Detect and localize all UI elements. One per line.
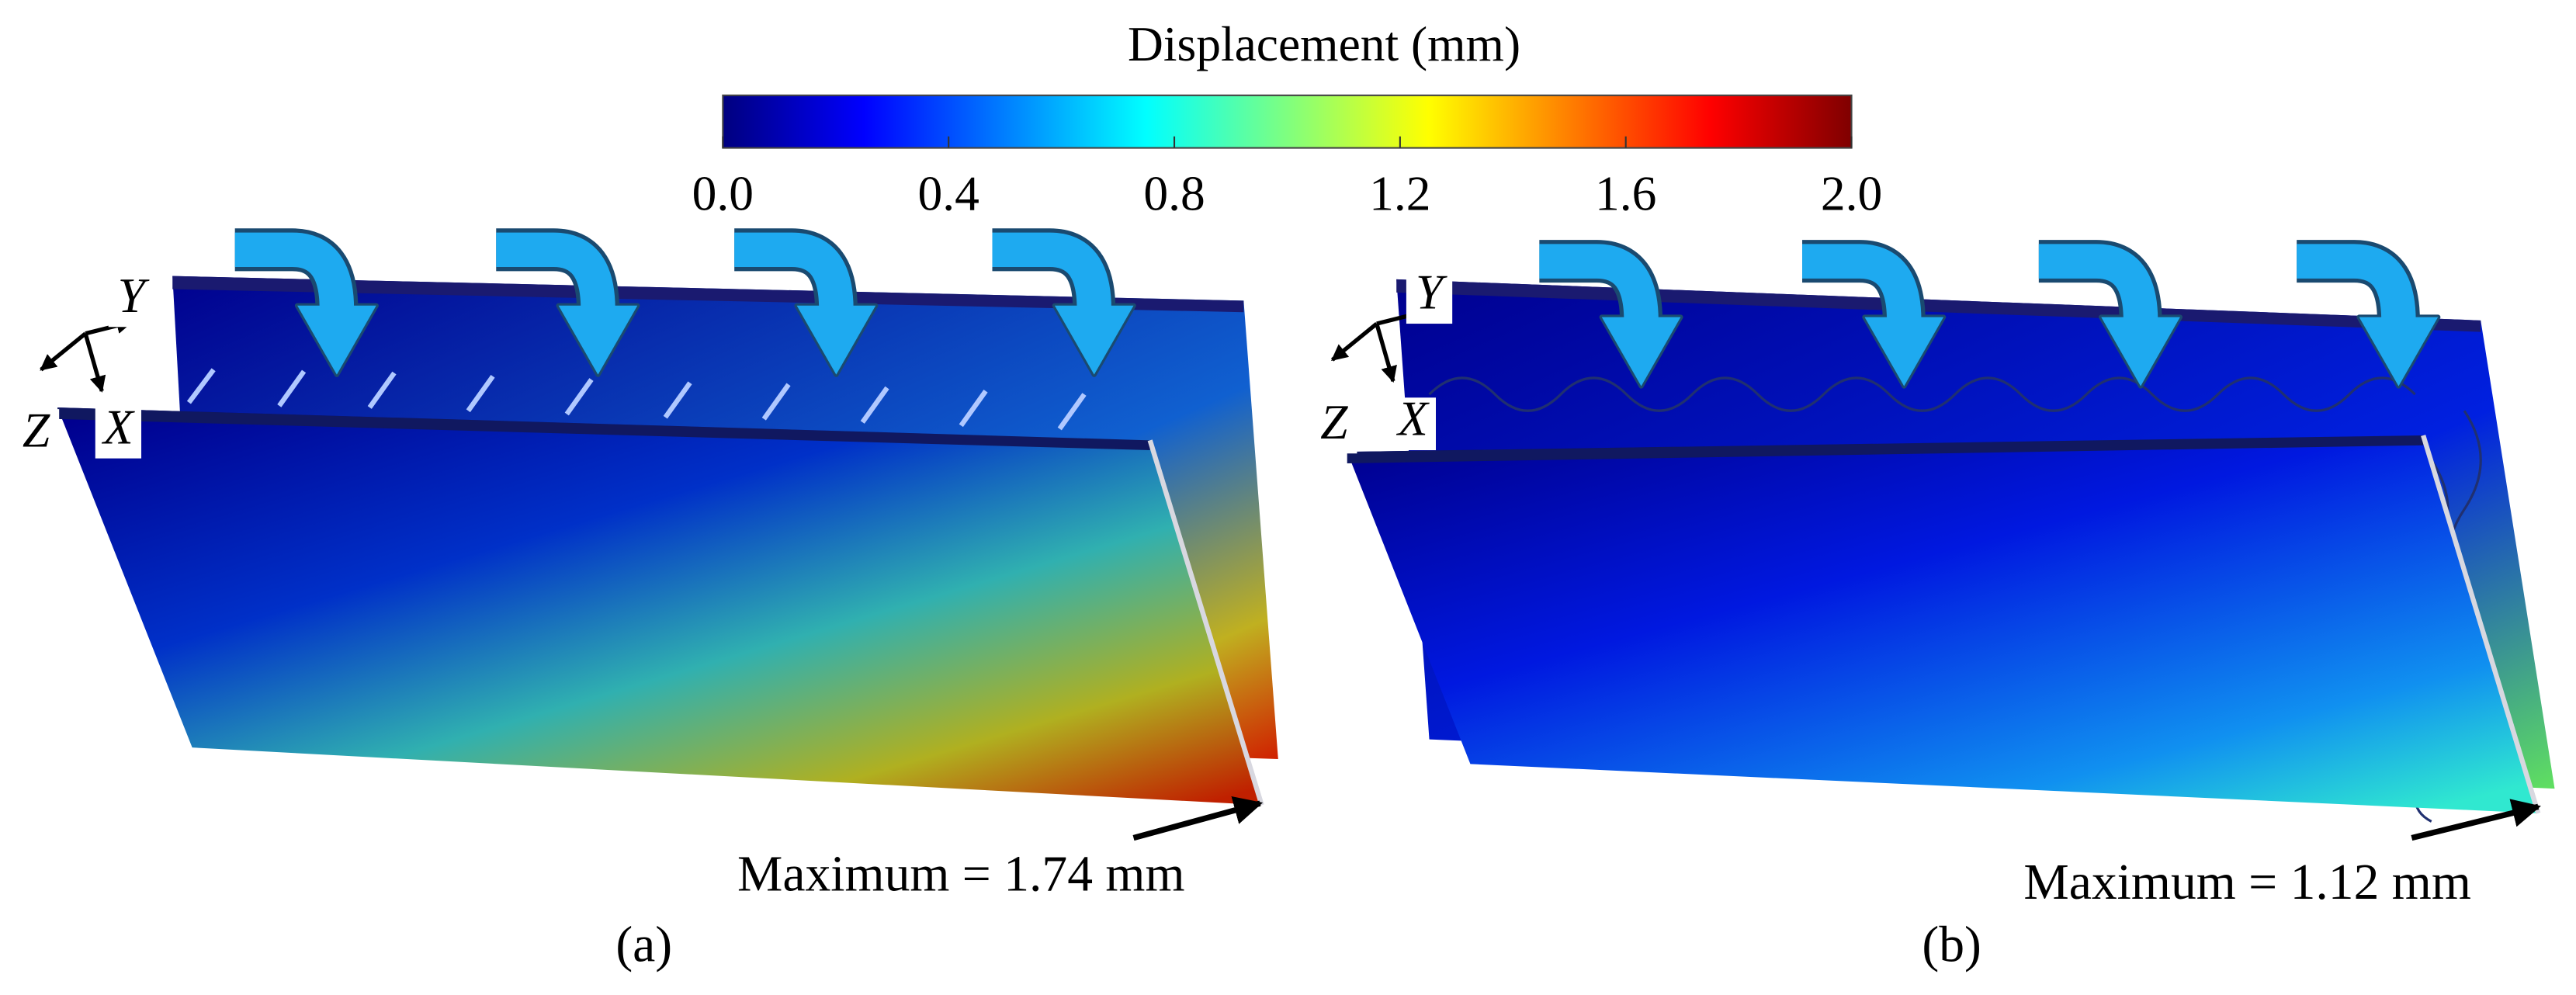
arrow-body bbox=[234, 232, 355, 310]
arrow-head bbox=[2101, 317, 2180, 387]
axis-arrow bbox=[1330, 322, 1378, 362]
axis-arrow bbox=[83, 333, 106, 393]
max-pointer bbox=[1132, 796, 1264, 841]
colorbar-tick-label: 1.6 bbox=[1595, 166, 1656, 221]
colorbar-ticks: 0.0 0.4 0.8 1.2 1.6 2.0 bbox=[692, 136, 1882, 221]
arrow-head bbox=[1864, 317, 1944, 387]
colorbar-tick-label: 1.2 bbox=[1369, 166, 1430, 221]
arrow-body bbox=[2297, 244, 2416, 321]
panel-a-model bbox=[57, 276, 1278, 806]
arrow-body bbox=[2038, 244, 2158, 321]
arrow-head bbox=[796, 305, 876, 375]
arrow-head bbox=[297, 305, 376, 375]
arrow-head bbox=[558, 305, 638, 375]
axis-label-box bbox=[1406, 271, 1453, 324]
max-pointer bbox=[2411, 799, 2541, 841]
arrow-body bbox=[1539, 244, 1659, 321]
arrow-head bbox=[1601, 317, 1681, 387]
colorbar-tick-label: 0.4 bbox=[918, 166, 979, 221]
axis-label-box bbox=[1311, 400, 1357, 454]
arrow-head bbox=[1054, 305, 1134, 375]
axis-label: Y bbox=[118, 268, 150, 323]
axis-arrow bbox=[40, 331, 87, 372]
arrow-head bbox=[2359, 317, 2439, 387]
colorbar-title: Displacement (mm) bbox=[1128, 16, 1520, 71]
panel-label: (a) bbox=[615, 917, 672, 973]
arrow-body bbox=[1802, 244, 1922, 321]
axis-label: Z bbox=[1320, 394, 1348, 449]
colorbar-tick-label: 0.8 bbox=[1143, 166, 1205, 221]
arrow-body bbox=[496, 232, 615, 310]
axis-label: Z bbox=[23, 403, 50, 458]
colorbar-tick-label: 2.0 bbox=[1821, 166, 1882, 221]
max-label: Maximum = 1.12 mm bbox=[2023, 855, 2470, 910]
panel-label: (b) bbox=[1922, 917, 1981, 973]
arrow-body bbox=[734, 232, 854, 310]
axis-label: X bbox=[101, 399, 135, 454]
arrow-body bbox=[992, 232, 1111, 310]
axis-label: Y bbox=[1416, 265, 1447, 320]
axis-arrow bbox=[1375, 323, 1397, 383]
load-arrows bbox=[234, 228, 2441, 389]
axis-label-box bbox=[108, 274, 154, 328]
axis-label-box bbox=[12, 409, 60, 462]
colorbar-tick-label: 0.0 bbox=[692, 166, 754, 221]
max-label: Maximum = 1.74 mm bbox=[737, 847, 1184, 903]
axis-label-box bbox=[95, 405, 142, 459]
colorbar bbox=[722, 94, 1853, 149]
panel-b-model bbox=[1347, 279, 2555, 823]
panel: Y Z X Maximum = 1.12 mm (b) bbox=[1311, 265, 2541, 973]
axis-label-box bbox=[1389, 397, 1437, 451]
panel: Y Z X Maximum = 1.74 mm (a) bbox=[12, 268, 1264, 973]
axis-label: X bbox=[1395, 391, 1430, 446]
